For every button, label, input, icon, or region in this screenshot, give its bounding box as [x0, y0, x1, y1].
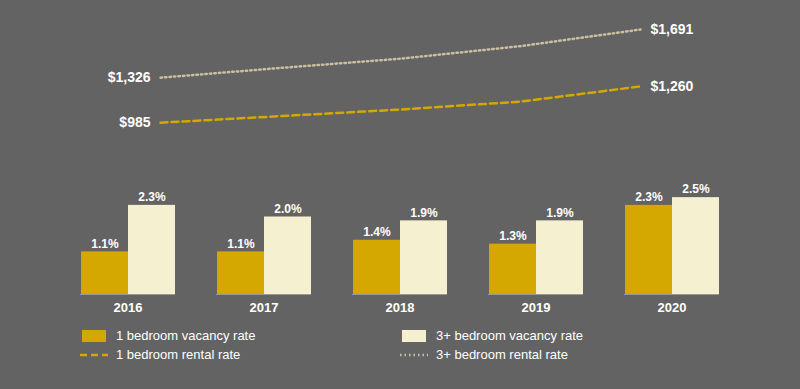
html-text:1 bedroom vacancy rate: 1 bedroom vacancy rate [116, 328, 256, 343]
svg-text:2.3%: 2.3% [138, 190, 166, 204]
svg-text:1.1%: 1.1% [91, 237, 119, 251]
svg-text:1.9%: 1.9% [410, 206, 438, 220]
svg-text:1.1%: 1.1% [227, 237, 255, 251]
svg-text:2.3%: 2.3% [635, 190, 663, 204]
svg-text:$1,260: $1,260 [651, 78, 694, 94]
svg-text:1.9%: 1.9% [546, 206, 574, 220]
svg-text:$985: $985 [119, 114, 150, 130]
svg-text:1.4%: 1.4% [363, 225, 391, 239]
svg-text:2016: 2016 [114, 300, 143, 315]
html-text:3+ bedroom rental rate: 3+ bedroom rental rate [436, 347, 568, 362]
html-text:1 bedroom rental rate: 1 bedroom rental rate [116, 347, 241, 362]
svg-text:1.3%: 1.3% [499, 229, 527, 243]
svg-text:2017: 2017 [250, 300, 279, 315]
svg-text:2018: 2018 [386, 300, 415, 315]
svg-text:2.0%: 2.0% [274, 202, 302, 216]
svg-text:$1,326: $1,326 [108, 69, 151, 85]
svg-text:2020: 2020 [658, 300, 687, 315]
svg-text:2.5%: 2.5% [682, 182, 710, 196]
html-text:3+ bedroom vacancy rate: 3+ bedroom vacancy rate [436, 328, 584, 343]
svg-text:$1,691: $1,691 [651, 21, 694, 37]
svg-text:2019: 2019 [522, 300, 551, 315]
